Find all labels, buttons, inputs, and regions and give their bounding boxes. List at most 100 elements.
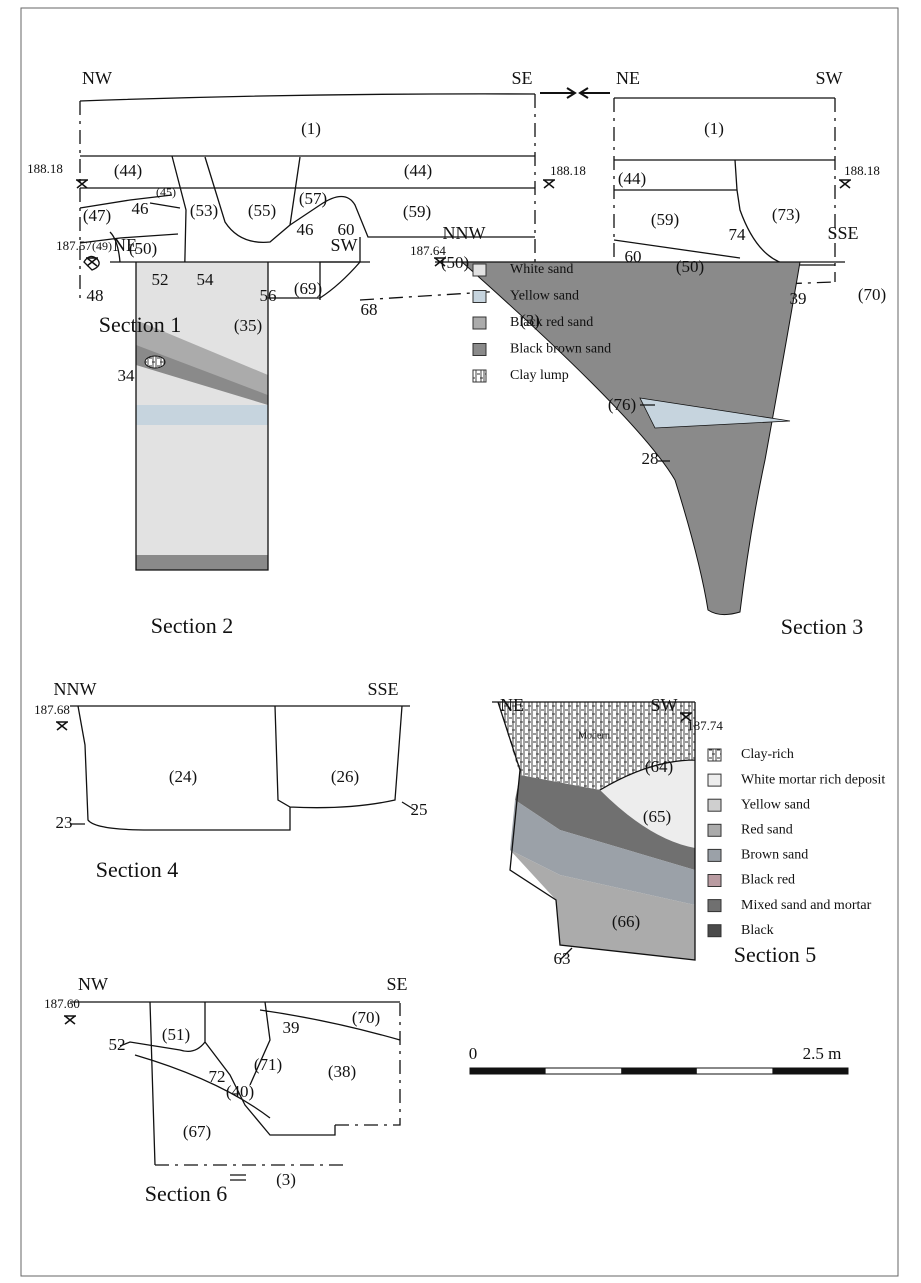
layer-label: (3) [276,1170,296,1189]
layer-label: 63 [554,949,571,968]
layer-label: (55) [248,201,276,220]
elevation-label: 187.74 [687,718,723,733]
elevation-label: 187.57 [56,238,92,253]
layer-label: (38) [328,1062,356,1081]
legend-label: Black brown sand [510,342,611,357]
layer-label: (51) [162,1025,190,1044]
layer-label: (44) [404,161,432,180]
direction-label: SE [386,974,407,994]
layer-label: (65) [643,807,671,826]
section-title: Section 4 [96,857,179,882]
direction-label: SW [816,68,843,88]
direction-label: NNW [443,223,486,243]
legend-label: Mixed sand and mortar [741,898,872,913]
direction-label: NW [78,974,108,994]
direction-label: SW [331,235,358,255]
elevation-marker [839,179,851,189]
section-title: Section 6 [145,1181,228,1206]
layer-label: 74 [729,225,747,244]
layer-label: (50) [676,257,704,276]
legend-label: White mortar rich deposit [741,772,885,787]
legend-label: Black red sand [510,315,593,330]
layer-label: (73) [772,205,800,224]
direction-label: SSE [367,679,398,699]
layer-label: (35) [234,316,262,335]
layer-label: (59) [651,210,679,229]
elevation-marker [434,257,446,267]
legend-label: Red sand [741,823,793,838]
elevation-label: 187.68 [34,702,70,717]
layer-label: 34 [118,366,136,385]
layer-label: (44) [114,161,142,180]
legend-swatch [707,874,722,887]
layer-label: (57) [299,189,327,208]
layer-label: 56 [260,286,277,305]
layer-label: 72 [209,1067,226,1086]
elevation-label: 188.18 [550,163,586,178]
elevation-label: 188.18 [27,161,63,176]
layer-label: 60 [625,247,642,266]
layer-label: (59) [403,202,431,221]
layer-label: (47) [83,206,111,225]
legend-swatch [472,290,487,303]
section-title: Section 1 [99,312,182,337]
elevation-marker [56,721,68,731]
layer-label: (69) [294,279,322,298]
section-1-right-drawing [613,97,836,291]
legend-label: Yellow sand [741,797,810,812]
elevation-label: 187.64 [410,243,446,258]
elevation-marker [543,179,555,189]
legend-label: Black [741,923,774,938]
section-4-drawing [70,705,416,831]
section-3-drawing [435,261,845,616]
layer-label: (53) [190,201,218,220]
elevation-marker [86,257,98,267]
layer-label: 54 [197,270,215,289]
layer-label: 68 [361,300,378,319]
layer-label: 46 [297,220,314,239]
legend-swatch [707,924,722,938]
section-title: Section 3 [781,614,864,639]
layer-label: (71) [254,1055,282,1074]
layer-label: 23 [56,813,73,832]
layer-label: (76) [608,395,636,414]
direction-label: SW [651,695,678,715]
section-6-drawing [70,1001,401,1181]
legend-swatch [707,848,722,862]
direction-label: SE [511,68,532,88]
elevation-label: 187.60 [44,996,80,1011]
section-title: Section 2 [151,613,234,638]
legend-label: Brown sand [741,848,808,863]
legend-label: Clay-rich [741,747,794,762]
layer-label: 52 [109,1035,126,1054]
section-title: Section 5 [734,942,817,967]
legend-swatch [707,899,722,913]
scale-bar [469,1067,849,1075]
legend-swatch [472,263,487,277]
layer-label: 25 [411,800,428,819]
legend-swatch [707,748,722,762]
layer-label: (1) [704,119,724,138]
direction-label: NW [82,68,112,88]
layer-label: 28 [642,449,659,468]
elevation-marker [64,1015,76,1025]
layer-label: (70) [858,285,886,304]
layer-label: 46 [132,199,149,218]
section-2-drawing [110,261,370,571]
legend-swatch [707,798,722,812]
legend-label: White sand [510,262,573,277]
legend-swatch [472,369,487,383]
layer-label: 48 [87,286,104,305]
layer-label: Modern [578,730,610,741]
layer-label: (24) [169,767,197,786]
direction-label: NE [113,235,137,255]
legend-label: Yellow sand [510,289,579,304]
legend-swatch [707,773,722,787]
layer-label: (64) [645,757,673,776]
legend-label: Clay lump [510,368,569,383]
elevation-marker [680,712,692,722]
frame [20,7,899,1277]
legend-swatch [472,343,487,356]
direction-label: NE [616,68,640,88]
